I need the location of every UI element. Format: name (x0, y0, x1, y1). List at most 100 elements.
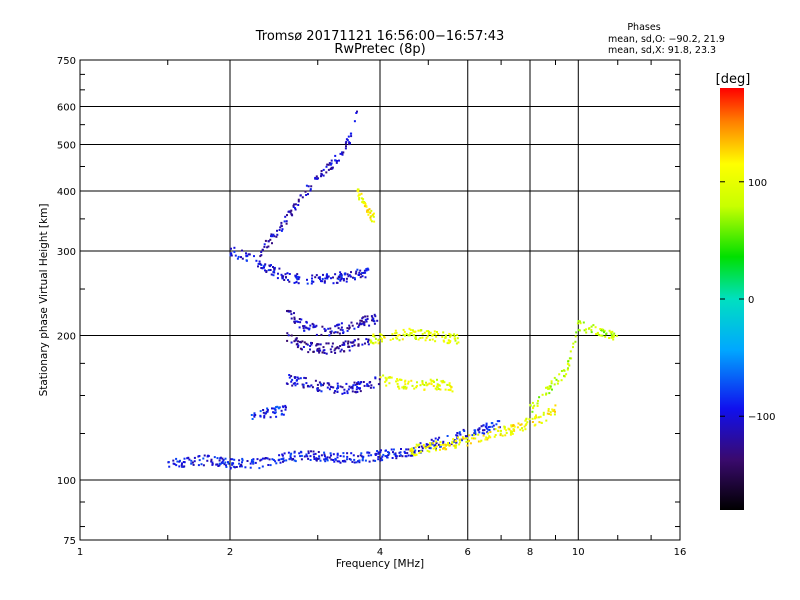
data-point (297, 198, 300, 201)
data-point (425, 330, 428, 333)
data-point (319, 343, 322, 346)
data-point (317, 457, 320, 460)
y-tick-label: 200 (57, 332, 76, 343)
data-point (366, 384, 369, 387)
x-tick-label: 8 (527, 547, 533, 558)
data-point (334, 352, 337, 354)
data-point (430, 438, 433, 441)
data-point (489, 431, 492, 433)
data-point (563, 369, 566, 372)
data-point (525, 418, 528, 421)
data-point (231, 458, 234, 461)
data-point (345, 140, 348, 143)
data-point (335, 324, 338, 327)
data-point (357, 188, 360, 191)
data-point (393, 453, 396, 456)
data-point (326, 459, 329, 462)
data-point (357, 273, 360, 276)
data-point (366, 383, 369, 386)
data-point (456, 337, 459, 340)
data-point (365, 269, 368, 272)
data-point (541, 393, 544, 396)
data-point (373, 322, 376, 325)
data-point (261, 267, 264, 270)
data-point (425, 381, 427, 384)
data-point (241, 459, 244, 462)
data-point (297, 377, 300, 380)
data-point (407, 334, 410, 337)
data-point (329, 168, 332, 170)
data-point (362, 271, 365, 274)
data-point (360, 197, 363, 200)
data-point (325, 342, 328, 345)
data-point (377, 342, 380, 345)
data-point (435, 388, 438, 391)
data-point (289, 455, 292, 458)
data-point (311, 274, 314, 277)
data-point (371, 342, 374, 344)
data-point (428, 382, 431, 385)
data-point (429, 331, 432, 334)
data-point (452, 438, 455, 441)
data-point (532, 406, 535, 409)
data-point (430, 383, 433, 386)
data-point (438, 436, 441, 439)
data-point (533, 404, 536, 407)
data-point (358, 459, 361, 462)
data-point (322, 384, 324, 387)
data-point (353, 344, 356, 347)
data-point (343, 350, 345, 353)
data-point (409, 328, 412, 331)
data-point (218, 459, 221, 462)
data-point (417, 338, 420, 341)
data-point (230, 247, 232, 250)
data-point (408, 334, 411, 337)
data-point (309, 459, 312, 461)
data-point (231, 463, 234, 466)
data-point (421, 381, 424, 384)
data-point (239, 465, 241, 468)
data-point (431, 334, 434, 337)
data-point (337, 278, 340, 281)
data-point (425, 443, 428, 446)
data-point (575, 331, 578, 334)
data-point (449, 385, 452, 387)
data-point (572, 346, 574, 349)
data-point (327, 342, 330, 345)
data-point (461, 436, 464, 439)
data-point (453, 333, 456, 336)
data-point (610, 336, 613, 339)
data-point (187, 456, 190, 459)
data-point (320, 454, 323, 457)
data-point (336, 281, 339, 284)
data-point (407, 382, 410, 385)
data-point (425, 384, 428, 387)
data-point (271, 458, 274, 461)
data-point (234, 254, 237, 257)
data-point (309, 345, 312, 347)
data-point (314, 379, 317, 382)
data-point (579, 322, 582, 325)
data-point (280, 225, 283, 228)
data-point (455, 434, 458, 437)
data-point (351, 345, 354, 348)
data-point (505, 432, 508, 434)
data-point (457, 341, 460, 344)
data-point (485, 427, 488, 430)
data-point (546, 412, 549, 415)
y-tick-label: 400 (57, 187, 76, 198)
data-point (363, 269, 366, 272)
data-point (224, 457, 227, 460)
data-point (387, 376, 390, 379)
data-point (430, 380, 433, 383)
data-point (577, 320, 580, 322)
data-point (496, 420, 499, 423)
data-point (323, 453, 326, 456)
data-point (294, 208, 297, 211)
data-point (464, 435, 467, 438)
data-point (256, 458, 259, 461)
data-point (423, 388, 426, 391)
data-point (274, 408, 277, 411)
data-point (322, 382, 325, 385)
data-point (281, 454, 284, 457)
